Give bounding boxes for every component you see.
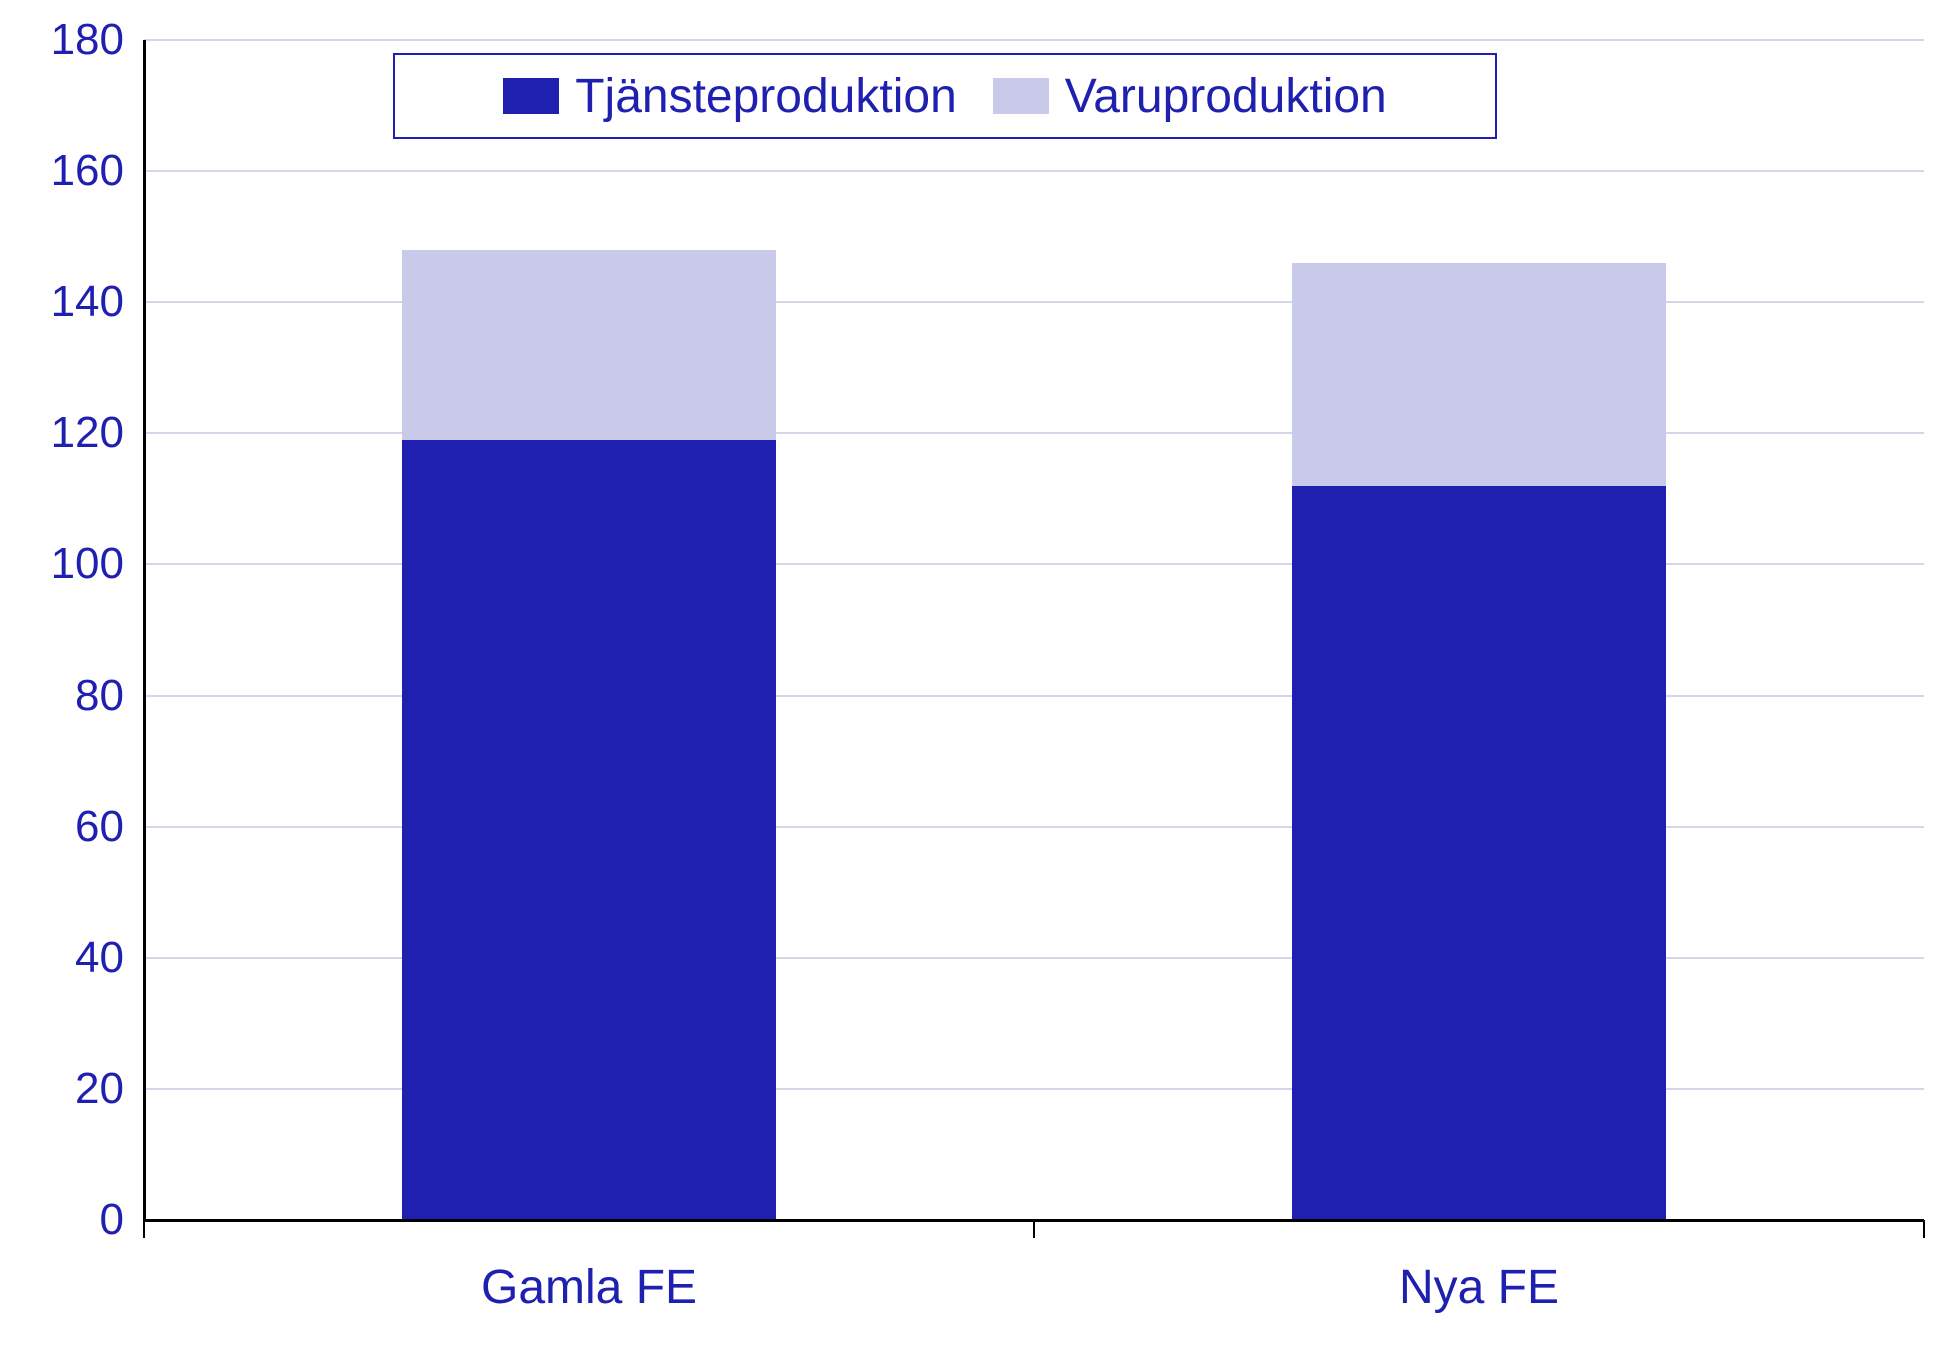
y-tick-label: 180 [24,15,124,65]
y-tick-label: 100 [24,539,124,589]
bar-segment [1292,486,1666,1220]
bar-segment [402,440,776,1220]
x-category-label: Gamla FE [481,1260,697,1315]
y-tick-label: 0 [24,1195,124,1245]
y-tick-label: 160 [24,146,124,196]
legend-label: Tjänsteproduktion [575,69,957,124]
y-tick-label: 60 [24,802,124,852]
y-tick-label: 40 [24,933,124,983]
x-tick-mark [1033,1220,1035,1238]
plot-area: 020406080100120140160180Gamla FENya FETj… [144,40,1924,1220]
legend-item: Tjänsteproduktion [503,69,957,124]
legend-label: Varuproduktion [1065,69,1387,124]
y-tick-label: 120 [24,408,124,458]
y-axis [143,40,146,1220]
x-tick-mark [143,1220,145,1238]
x-category-label: Nya FE [1399,1260,1559,1315]
stacked-bar-chart: 0 20 40 60 80 100 120 140 160 180 Gamla FE Nya FE Tj… [0,0,1960,1354]
bar-segment [402,250,776,440]
legend: Tjänsteproduktion Varuproduktion [393,53,1497,139]
bar-segment [1292,263,1666,486]
legend-swatch [993,78,1049,114]
gridline [144,170,1924,172]
x-tick-mark [1923,1220,1925,1238]
y-tick-label: 140 [24,277,124,327]
legend-swatch [503,78,559,114]
legend-item: Varuproduktion [993,69,1387,124]
y-tick-label: 20 [24,1064,124,1114]
gridline [144,39,1924,41]
y-tick-label: 80 [24,671,124,721]
x-axis [144,1219,1924,1222]
